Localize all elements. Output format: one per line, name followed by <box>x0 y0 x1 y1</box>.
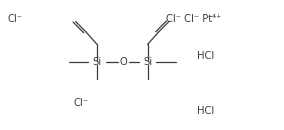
Text: HCl: HCl <box>197 106 214 116</box>
Text: Si: Si <box>92 57 102 67</box>
Text: O: O <box>120 57 128 67</box>
Text: HCl: HCl <box>197 51 214 61</box>
Text: Cl⁻: Cl⁻ <box>7 14 22 24</box>
Text: Si: Si <box>143 57 152 67</box>
Text: Cl⁻: Cl⁻ <box>73 98 88 108</box>
Text: Cl⁻ Cl⁻ Pt⁴⁺: Cl⁻ Cl⁻ Pt⁴⁺ <box>166 14 221 24</box>
